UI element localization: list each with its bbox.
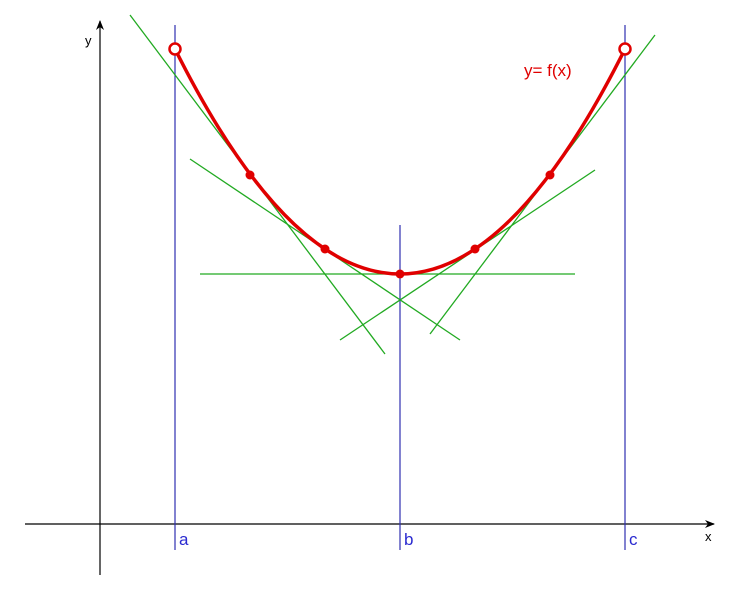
marker-label: c [629,530,638,549]
y-axis-label: y [85,33,92,48]
point [245,170,255,180]
open-endpoint [618,42,632,56]
point [320,244,330,254]
point [545,170,555,180]
tangent-lines [129,14,656,355]
vertical-lines [174,25,626,550]
x-axis-label: x [705,529,712,544]
point [395,269,405,279]
curve-points [245,170,555,279]
point [470,244,480,254]
marker-label: b [404,530,413,549]
open-endpoint [168,42,182,56]
marker-label: a [179,530,189,549]
curve-label: y= f(x) [524,61,572,80]
